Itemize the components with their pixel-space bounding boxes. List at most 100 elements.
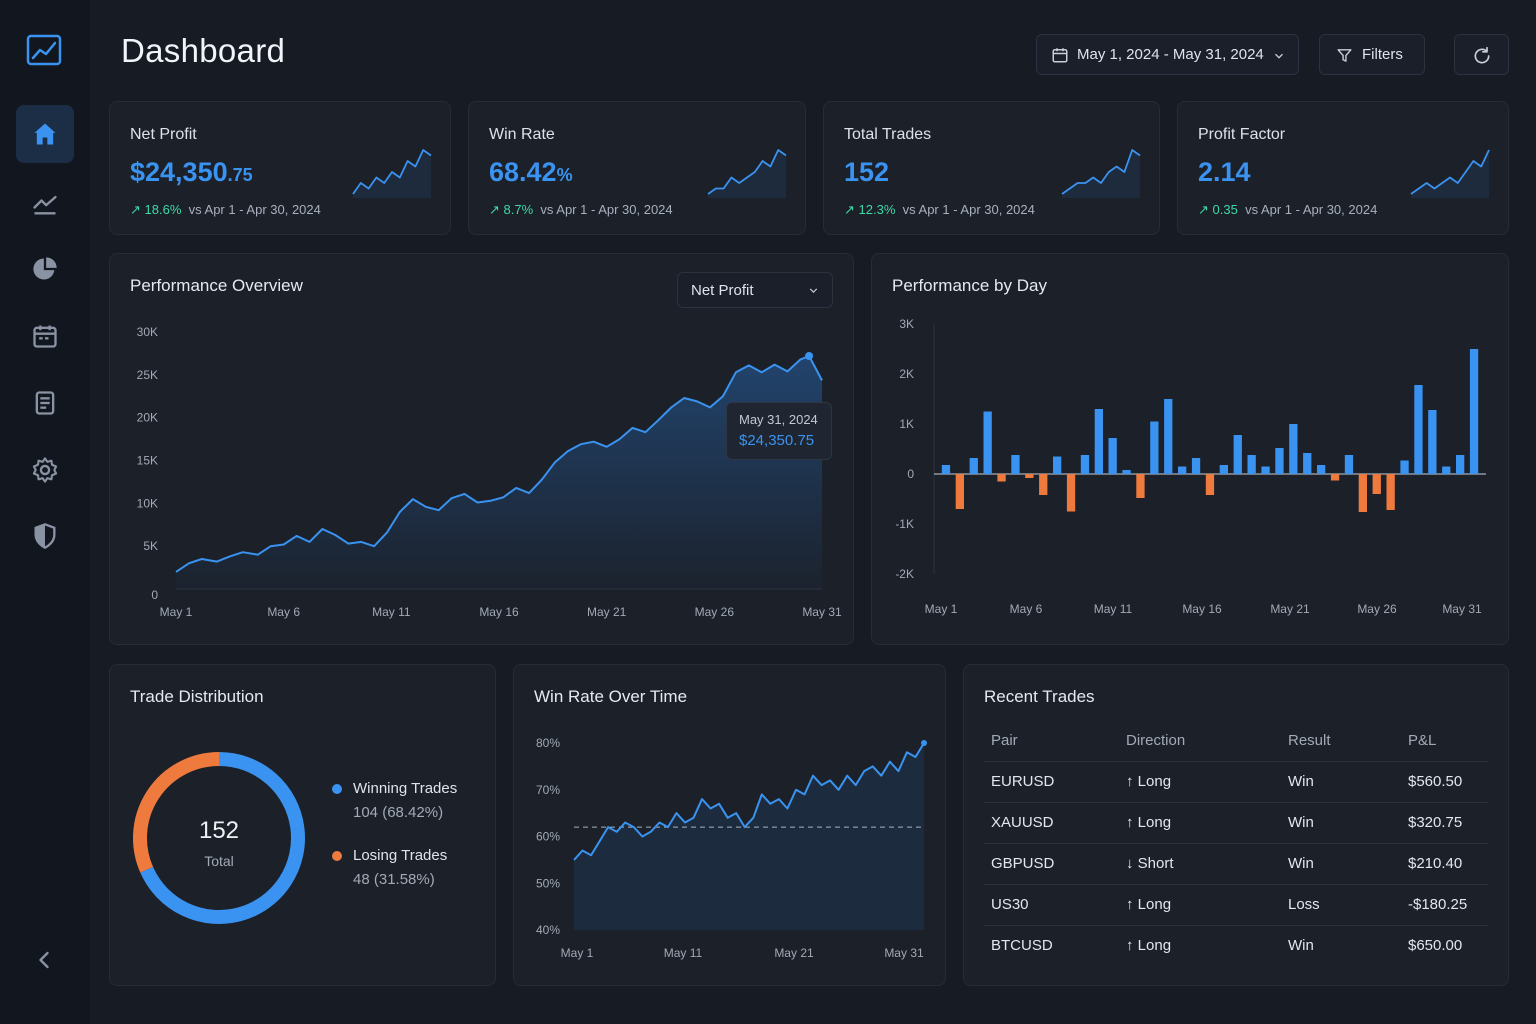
daily-bar — [1191, 458, 1201, 474]
area-fill — [176, 356, 822, 589]
daily-bar — [969, 458, 978, 474]
performance-by-day-card: Performance by Day 3K 2K 1K 0 -1K -2K May 1 May… — [871, 253, 1509, 645]
y-tick-label: 5K — [143, 539, 158, 553]
daily-bar — [1233, 435, 1242, 474]
y-tick-label: 80% — [536, 736, 560, 750]
y-tick-label: 30K — [137, 325, 158, 339]
sparkline-line — [1410, 149, 1490, 195]
y-tick-label: 50% — [536, 876, 560, 890]
sparkline-line — [707, 149, 787, 195]
kpi-sparkline — [1410, 149, 1490, 198]
shield-icon — [34, 523, 56, 549]
daily-bar — [1164, 399, 1173, 474]
kpi-delta: ↗ 8.7% vs Apr 1 - Apr 30, 2024 — [489, 202, 673, 217]
metric-select-value: Net Profit — [691, 282, 754, 299]
trade-pair: GBPUSD — [984, 842, 1119, 884]
arrow-up-icon: ↑ — [1126, 773, 1134, 790]
daily-bar — [1456, 455, 1465, 474]
card-title: Win Rate Over Time — [534, 687, 688, 706]
daily-bar — [1428, 410, 1437, 474]
y-tick-label: 40% — [536, 923, 560, 937]
trade-direction: ↑ Long — [1119, 883, 1281, 925]
daily-bar — [1108, 438, 1117, 474]
sidebar-item-reports[interactable] — [16, 240, 74, 298]
trade-result: Win — [1281, 760, 1401, 802]
filters-button[interactable]: Filters — [1319, 34, 1425, 75]
column-header-pnl[interactable]: P&L — [1408, 732, 1437, 750]
sidebar-item-settings[interactable] — [16, 441, 74, 499]
daily-bar — [1094, 409, 1103, 474]
trade-pnl: -$180.25 — [1401, 883, 1488, 925]
kpi-label: Win Rate — [489, 126, 555, 143]
x-tick-label: May 11 — [372, 605, 411, 619]
trade-pnl: $320.75 — [1401, 801, 1488, 843]
x-tick-label: May 1 — [925, 602, 958, 616]
sidebar-item-calendar[interactable] — [16, 307, 74, 365]
table-row[interactable]: GBPUSD ↓ Short Win $210.40 — [984, 842, 1488, 884]
table-row[interactable]: US30 ↑ Long Loss -$180.25 — [984, 883, 1488, 925]
column-header-result[interactable]: Result — [1288, 732, 1331, 750]
collapse-sidebar-icon[interactable] — [30, 946, 58, 974]
sidebar-item-home[interactable] — [16, 105, 74, 163]
kpi-value: 68.42% — [489, 157, 573, 187]
x-tick-label: May 31 — [1442, 602, 1482, 616]
daily-bar — [1261, 466, 1270, 474]
y-tick-label: -2K — [895, 567, 914, 581]
trade-pair: BTCUSD — [984, 924, 1119, 966]
kpi-card-net-profit: Net Profit $24,350.75 ↗ 18.6% vs Apr 1 -… — [109, 101, 451, 235]
metric-select[interactable]: Net Profit — [677, 272, 833, 308]
trade-pair: XAUUSD — [984, 801, 1119, 843]
x-tick-label: May 31 — [802, 605, 842, 619]
trade-result: Loss — [1281, 883, 1401, 925]
sidebar-item-analytics[interactable] — [16, 175, 74, 233]
sparkline-area — [1062, 150, 1140, 198]
daily-bar — [1066, 474, 1076, 512]
y-tick-label: 60% — [536, 830, 560, 844]
series-line — [175, 355, 823, 573]
y-tick-label: 15K — [137, 454, 158, 468]
performance-overview-card: Performance Overview Net Profit 30K 25K 20… — [109, 253, 854, 645]
sidebar-item-security[interactable] — [16, 507, 74, 565]
donut-total: 152 — [198, 817, 240, 844]
table-row[interactable]: XAUUSD ↑ Long Win $320.75 — [984, 801, 1488, 843]
sparkline-area — [708, 150, 786, 198]
legend-losing-label: Losing Trades — [353, 847, 448, 864]
table-row[interactable]: EURUSD ↑ Long Win $560.50 — [984, 760, 1488, 802]
refresh-button[interactable] — [1454, 34, 1509, 75]
kpi-label: Net Profit — [130, 126, 197, 143]
trade-pnl: $210.40 — [1401, 842, 1488, 884]
daily-bar — [1303, 453, 1312, 474]
donut-total-label: Total — [204, 853, 234, 869]
daily-bar — [1247, 455, 1256, 474]
home-icon — [34, 123, 56, 145]
daily-bar — [1400, 460, 1409, 474]
trade-result: Win — [1281, 842, 1401, 884]
date-range-picker[interactable]: May 1, 2024 - May 31, 2024 — [1036, 34, 1299, 75]
card-title: Performance by Day — [892, 276, 1047, 295]
trade-result: Win — [1281, 801, 1401, 843]
recent-trades-table: Pair Direction Result P&L EURUSD ↑ Long … — [984, 721, 1488, 966]
daily-bar — [1358, 474, 1367, 512]
daily-bar — [1289, 424, 1298, 474]
kpi-delta: ↗ 12.3% vs Apr 1 - Apr 30, 2024 — [844, 202, 1035, 217]
page-title: Dashboard — [121, 32, 286, 69]
trade-direction: ↑ Long — [1119, 801, 1281, 843]
column-header-direction[interactable]: Direction — [1126, 732, 1186, 750]
sidebar-item-journal[interactable] — [16, 374, 74, 432]
table-row[interactable]: BTCUSD ↑ Long Win $650.00 — [984, 924, 1488, 966]
x-tick-label: May 26 — [1357, 602, 1397, 616]
sidebar — [0, 0, 90, 1024]
logo-chart-icon[interactable] — [24, 32, 64, 72]
y-tick-label: 3K — [899, 317, 914, 331]
kpi-value: 152 — [844, 157, 890, 187]
kpi-value: 2.14 — [1198, 157, 1251, 187]
arrow-up-icon: ↑ — [1126, 814, 1134, 831]
x-tick-label: May 21 — [587, 605, 627, 619]
daily-bar — [1011, 455, 1020, 474]
card-title: Recent Trades — [984, 687, 1095, 706]
win-rate-chart: 80% 70% 60% 50% 40%May 1 May 11 May 21 May 31 — [536, 736, 927, 960]
column-header-pair[interactable]: Pair — [991, 732, 1018, 750]
trade-pair: EURUSD — [984, 760, 1119, 802]
y-tick-label: 25K — [137, 368, 158, 382]
arrow-up-icon: ↑ — [1126, 937, 1134, 955]
